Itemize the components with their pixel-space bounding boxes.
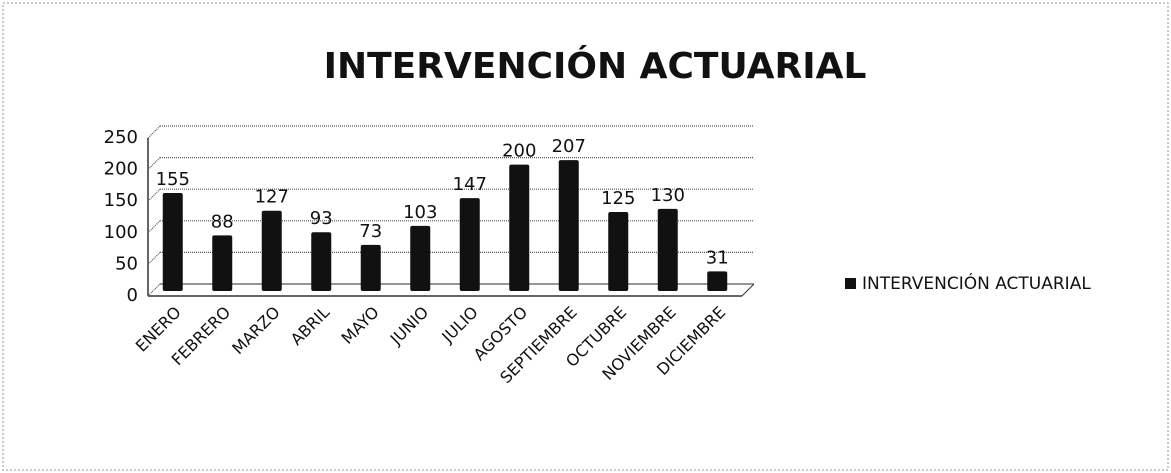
bar [707,271,728,291]
bar [360,244,381,291]
bar [212,235,233,291]
grid-line [147,188,161,202]
grid-line [147,283,161,297]
chart-title: INTERVENCIÓN ACTUARIAL [324,45,867,87]
x-tick-label: MAYO [338,303,383,348]
legend-label: INTERVENCIÓN ACTUARIAL [862,272,1091,294]
data-label: 73 [359,221,382,242]
grid-line [147,220,161,234]
data-label: 200 [502,141,536,162]
data-label: 127 [255,187,289,208]
bar [162,193,183,291]
x-tick-label: MARZO [228,303,283,358]
y-tick-label: 100 [104,222,138,243]
data-label: 155 [156,169,190,190]
data-label: 88 [211,211,234,232]
bar [410,225,431,291]
floor-side [741,283,755,297]
y-tick-label: 200 [104,159,138,180]
x-tick-label: JUNIO [386,303,432,349]
data-label: 130 [651,185,685,206]
bar [311,232,332,291]
legend-swatch [845,278,856,289]
data-label: 207 [552,136,586,157]
bar [261,210,282,291]
data-label: 125 [601,188,635,209]
bar [558,160,579,291]
x-tick-label: ABRIL [287,303,333,349]
data-label: 103 [403,202,437,223]
data-label: 31 [706,247,729,268]
bar [608,212,629,291]
y-tick-label: 50 [115,253,138,274]
y-tick-label: 150 [104,190,138,211]
bar [657,208,678,291]
grid-line [147,251,161,265]
data-label: 147 [453,174,487,195]
grid-line [147,157,161,171]
bar [509,164,530,291]
grid-line [147,125,161,139]
y-tick-label: 250 [104,127,138,148]
bar [459,198,480,291]
y-tick-label: 0 [127,285,138,306]
data-label: 93 [310,208,333,229]
x-tick-label: JULIO [437,303,481,347]
